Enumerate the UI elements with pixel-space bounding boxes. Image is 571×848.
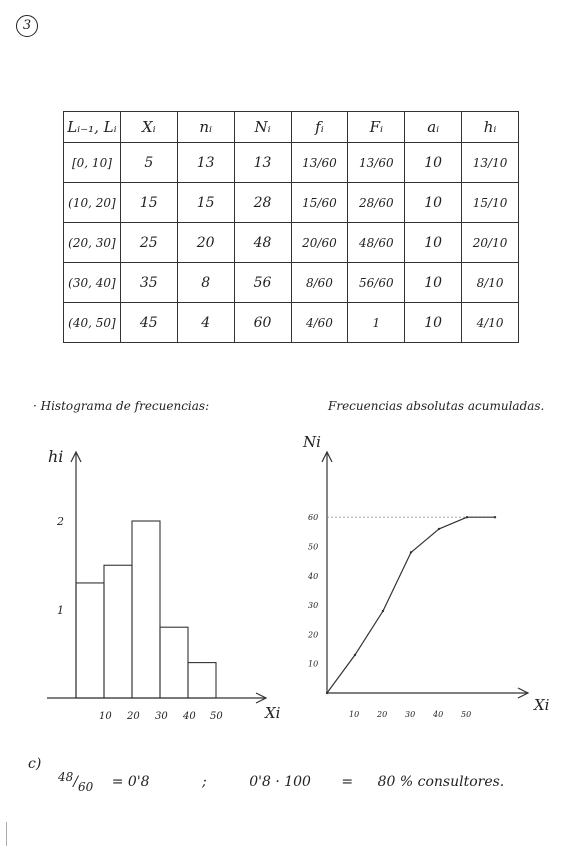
- histogram-x-label: Xi: [264, 704, 281, 722]
- cell-interval: (10, 20]: [63, 182, 121, 223]
- cell-fi: 15/60: [290, 182, 349, 223]
- ogive-point: [381, 609, 385, 613]
- percent-result: 80 % consultores.: [377, 774, 505, 790]
- cell-Fi: 1: [347, 302, 406, 343]
- header-xi: Xᵢ: [119, 111, 178, 143]
- ogive-axes: [321, 450, 530, 699]
- cell-hi: 15/10: [461, 182, 519, 223]
- cell-ni: 13: [176, 142, 235, 183]
- ogive-x-arrow: [517, 687, 530, 699]
- cell-Fi: 28/60: [347, 182, 406, 223]
- cell-Ni: 60: [233, 302, 292, 343]
- ogive-x-ticks: 10 20 30 40 50: [349, 710, 471, 719]
- ogive-y-tick: 40: [307, 572, 318, 581]
- margin-mark: [6, 822, 7, 846]
- cell-xi: 35: [119, 262, 178, 303]
- header-ni: nᵢ: [176, 111, 235, 143]
- histogram-bar: [131, 520, 161, 699]
- cell-hi: 20/10: [461, 222, 519, 263]
- ogive-y-tick: 50: [308, 543, 318, 552]
- histogram-x-tick-10: 10: [99, 711, 112, 722]
- cell-hi: 4/10: [461, 302, 519, 343]
- part-c-calculation: 48/60 = 0'8 ; 0'8 · 100 = 80 % consultor…: [58, 770, 505, 794]
- histogram-y-label: hi: [48, 447, 63, 466]
- cell-hi: 13/10: [461, 142, 519, 183]
- cell-Fi: 13/60: [347, 142, 406, 183]
- ogive-point: [325, 691, 329, 695]
- cell-ni: 4: [176, 302, 235, 343]
- ogive-point: [409, 551, 413, 554]
- histogram-x-tick-20: 20: [126, 711, 140, 722]
- table-header-row: Lᵢ₋₁, Lᵢ Xᵢ nᵢ Nᵢ fᵢ Fᵢ aᵢ hᵢ: [63, 111, 519, 143]
- fraction-slash: /: [73, 774, 78, 790]
- ogive-curve: [326, 516, 495, 694]
- cell-interval: (40, 50]: [63, 302, 121, 343]
- ogive-x-tick: 40: [432, 710, 443, 719]
- header-hi: hᵢ: [461, 111, 519, 143]
- header-Ni: Nᵢ: [233, 111, 292, 143]
- header-Fi: Fᵢ: [347, 111, 406, 143]
- header-interval: Lᵢ₋₁, Lᵢ: [63, 111, 121, 143]
- cell-xi: 45: [119, 302, 178, 343]
- table-row: (10, 20] 15 15 28 15/60 28/60 10 15/10: [63, 182, 519, 223]
- histogram-x-arrow: [255, 692, 268, 704]
- cell-fi: 20/60: [290, 222, 349, 263]
- percent-expression: 0'8 · 100: [249, 774, 311, 790]
- cell-ni: 15: [176, 182, 235, 223]
- ogive-x-tick: 50: [461, 710, 471, 719]
- histogram-y-tick-2: 2: [56, 515, 64, 528]
- ogive-point: [437, 527, 441, 531]
- cell-hi: 8/10: [461, 262, 519, 303]
- ogive-x-tick: 10: [349, 710, 359, 719]
- cell-Ni: 56: [233, 262, 292, 303]
- table-row: (30, 40] 35 8 56 8/60 56/60 10 8/10: [63, 262, 519, 303]
- histogram-x-tick-40: 40: [182, 711, 196, 722]
- histogram-y-arrow: [70, 450, 82, 463]
- fraction-denominator: 60: [78, 780, 94, 794]
- histogram-x-tick-30: 30: [155, 711, 168, 722]
- histogram-bar: [187, 662, 217, 699]
- problem-number: 3: [16, 15, 38, 37]
- cell-Ni: 48: [233, 222, 292, 263]
- header-ai: aᵢ: [404, 111, 463, 143]
- part-c-label: c): [28, 756, 42, 772]
- histogram-title: · Histograma de frecuencias:: [33, 399, 210, 413]
- cell-Fi: 56/60: [347, 262, 406, 303]
- cell-ai: 10: [404, 302, 463, 343]
- histogram-bars: [75, 520, 217, 699]
- separator: ;: [202, 774, 207, 790]
- ogive-point: [465, 516, 469, 519]
- cell-ai: 10: [404, 222, 463, 263]
- cell-ai: 10: [404, 182, 463, 223]
- table-row: [0, 10] 5 13 13 13/60 13/60 10 13/10: [63, 142, 519, 183]
- table-row: (40, 50] 45 4 60 4/60 1 10 4/10: [63, 302, 519, 343]
- ogive-y-tick: 20: [307, 630, 318, 639]
- ogive-y-tick: 60: [308, 513, 318, 522]
- histogram-x-tick-50: 50: [210, 711, 223, 722]
- ogive-y-tick: 10: [308, 660, 318, 669]
- frequency-table: Lᵢ₋₁, Lᵢ Xᵢ nᵢ Nᵢ fᵢ Fᵢ aᵢ hᵢ [0, 10] 5 …: [63, 111, 519, 343]
- equals-sign: =: [341, 774, 354, 790]
- histogram-y-tick-1: 1: [57, 604, 64, 617]
- ogive-point: [353, 653, 357, 657]
- fraction-numerator: 48: [58, 770, 74, 784]
- ogive-y-ticks: 10 20 30 40 50 60: [307, 513, 318, 669]
- ogive-point: [493, 516, 497, 519]
- ogive-x-label: Xi: [533, 696, 550, 714]
- cell-ai: 10: [404, 142, 463, 183]
- ogive-y-label: Ni: [302, 433, 321, 451]
- cell-Fi: 48/60: [347, 222, 406, 263]
- ogive-y-arrow: [321, 450, 333, 463]
- ogive-x-tick: 20: [376, 710, 387, 719]
- ogive-curve-group: [325, 516, 497, 695]
- ogive-y-tick: 30: [308, 601, 318, 610]
- cell-fi: 4/60: [290, 302, 349, 343]
- ogive-title: Frecuencias absolutas acumuladas.: [328, 399, 545, 413]
- result-fraction-value: = 0'8: [111, 774, 150, 790]
- ogive-x-tick: 30: [405, 710, 415, 719]
